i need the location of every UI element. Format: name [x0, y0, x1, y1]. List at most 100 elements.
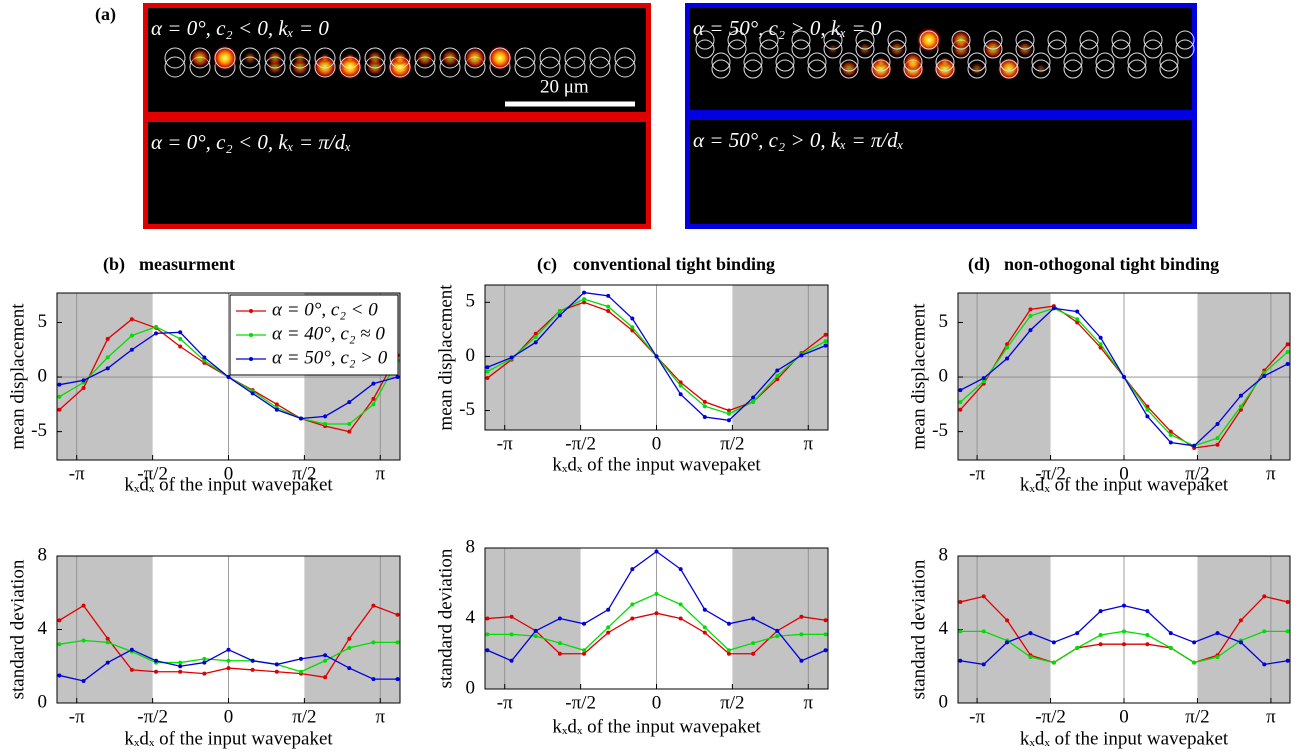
- data-point: [57, 642, 61, 646]
- x-tick-label: π/2: [1185, 706, 1209, 727]
- data-point: [1169, 433, 1173, 437]
- data-point: [485, 617, 489, 621]
- data-point: [982, 376, 986, 380]
- data-point: [1028, 307, 1032, 311]
- panel-label: (c): [537, 254, 557, 275]
- data-point: [1192, 661, 1196, 665]
- data-point: [1169, 646, 1173, 650]
- light-spot: [393, 51, 408, 66]
- light-spot: [320, 53, 331, 64]
- data-point: [534, 629, 538, 633]
- data-point: [485, 376, 489, 380]
- data-point: [1262, 374, 1266, 378]
- image-caption: α = 0°, c₂ < 0, kₓ = π/dₓ: [151, 130, 351, 154]
- shaded-region: [1197, 556, 1290, 703]
- data-point: [106, 355, 110, 359]
- data-point: [1216, 436, 1220, 440]
- legend-label: α = 40°, c₂ ≈ 0: [272, 323, 385, 344]
- data-point: [1005, 640, 1009, 644]
- chart-title: measurment: [139, 254, 235, 274]
- data-point: [1028, 631, 1032, 635]
- data-point: [1028, 655, 1032, 659]
- light-spot: [951, 30, 970, 49]
- data-point: [558, 313, 562, 317]
- data-point: [323, 659, 327, 663]
- data-point: [655, 611, 659, 615]
- y-axis-label: mean displacement: [908, 303, 929, 450]
- data-point: [57, 408, 61, 412]
- x-tick-label: 0: [652, 692, 662, 713]
- data-point: [1052, 306, 1056, 310]
- figure: (a)α = 0°, c₂ < 0, kₓ = 0α = 0°, c₂ < 0,…: [0, 0, 1307, 753]
- data-point: [1286, 362, 1290, 366]
- data-point: [82, 604, 86, 608]
- data-point: [606, 631, 610, 635]
- data-point: [1192, 640, 1196, 644]
- light-spot: [368, 51, 383, 66]
- data-point: [323, 414, 327, 418]
- light-spot: [441, 49, 458, 66]
- y-tick-label: 0: [466, 677, 476, 698]
- x-tick-label: π/2: [720, 433, 744, 454]
- data-point: [82, 679, 86, 683]
- data-point: [630, 602, 634, 606]
- data-point: [130, 317, 134, 321]
- data-point: [275, 408, 279, 412]
- y-tick-label: 0: [466, 345, 476, 366]
- data-point: [1262, 662, 1266, 666]
- data-point: [982, 594, 986, 598]
- data-point: [1286, 659, 1290, 663]
- light-spot: [876, 57, 887, 68]
- shaded-region: [732, 285, 828, 430]
- data-point: [558, 617, 562, 621]
- data-point: [202, 661, 206, 665]
- data-point: [799, 615, 803, 619]
- data-point: [727, 622, 731, 626]
- data-point: [1075, 310, 1079, 314]
- y-tick-label: 0: [38, 691, 48, 712]
- x-tick-label: -π/2: [1035, 706, 1066, 727]
- data-point: [1286, 629, 1290, 633]
- data-point: [606, 294, 610, 298]
- data-point: [227, 666, 231, 670]
- data-point: [347, 666, 351, 670]
- data-point: [582, 291, 586, 295]
- data-point: [106, 337, 110, 341]
- data-point: [347, 430, 351, 434]
- x-tick-label: π: [375, 706, 385, 727]
- data-point: [178, 337, 182, 341]
- data-point: [1216, 631, 1220, 635]
- data-point: [299, 657, 303, 661]
- data-point: [727, 652, 731, 656]
- y-tick-label: 0: [939, 365, 949, 386]
- data-point: [347, 422, 351, 426]
- data-point: [1286, 350, 1290, 354]
- data-point: [958, 408, 962, 412]
- data-point: [82, 386, 86, 390]
- data-point: [106, 637, 110, 641]
- data-point: [558, 309, 562, 313]
- data-point: [1005, 346, 1009, 350]
- y-axis-label: mean displacement: [7, 303, 28, 450]
- x-axis-label: kₓdₓ of the input wavepaket: [124, 728, 333, 749]
- data-point: [1216, 655, 1220, 659]
- data-point: [703, 404, 707, 408]
- data-point: [227, 648, 231, 652]
- data-point: [485, 632, 489, 636]
- data-point: [396, 640, 400, 644]
- shaded-region: [57, 556, 153, 703]
- y-axis-label: standard deviation: [7, 559, 28, 699]
- y-tick-label: -5: [459, 399, 475, 420]
- data-point: [1122, 629, 1126, 633]
- legend-label: α = 50°, c₂ > 0: [272, 347, 388, 368]
- data-point: [275, 670, 279, 674]
- data-point: [371, 604, 375, 608]
- x-tick-label: π: [375, 463, 385, 484]
- data-point: [799, 632, 803, 636]
- x-tick-label: π: [1266, 463, 1276, 484]
- x-tick-label: -π/2: [565, 692, 596, 713]
- data-point: [227, 375, 231, 379]
- data-point: [154, 659, 158, 663]
- data-point: [799, 353, 803, 357]
- data-point: [534, 335, 538, 339]
